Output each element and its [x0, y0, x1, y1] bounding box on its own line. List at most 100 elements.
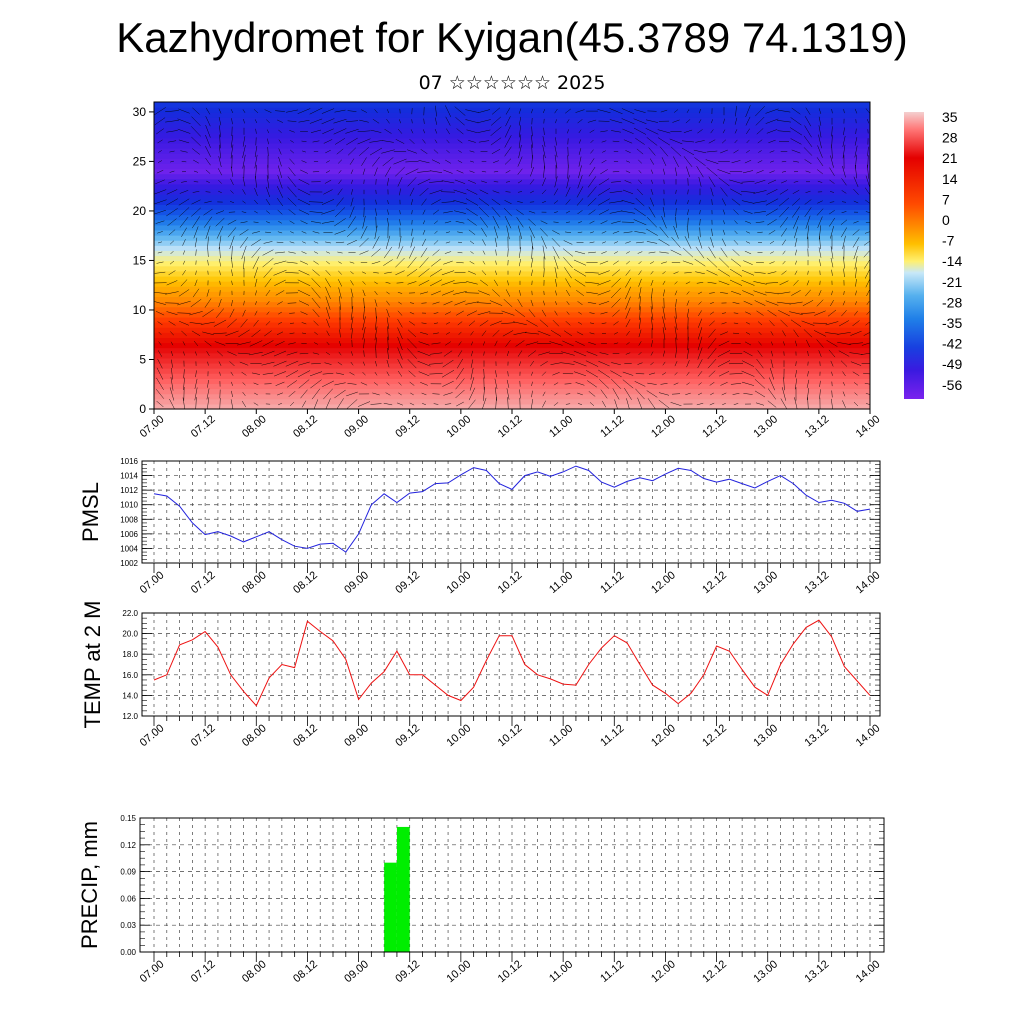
wind-vector [577, 392, 583, 396]
wind-vector [598, 198, 610, 206]
wind-vector [599, 260, 609, 265]
wind-vector [563, 240, 573, 245]
wind-vector [699, 108, 701, 114]
heatmap-band [154, 306, 870, 313]
wind-vector [625, 319, 631, 328]
wind-vector [636, 148, 644, 155]
wind-vector [432, 301, 440, 305]
wind-vector [395, 270, 405, 276]
wind-vector [325, 269, 331, 276]
heatmap-band [154, 163, 870, 170]
wind-vector [308, 201, 324, 203]
wind-vector [266, 129, 270, 134]
wind-vector [729, 268, 743, 277]
x-tick-label: 08.00 [240, 958, 269, 985]
wind-vector [767, 388, 777, 400]
wind-vector [242, 382, 246, 386]
wind-vector [287, 197, 297, 207]
wind-vector [434, 220, 438, 224]
wind-vector [503, 299, 513, 308]
wind-vector [578, 129, 582, 134]
y-tick-label: 5 [139, 352, 146, 366]
wind-vector [831, 390, 833, 398]
wind-vector [441, 280, 455, 286]
wind-vector [861, 342, 870, 346]
wind-vector [325, 307, 331, 320]
wind-vector [613, 321, 619, 326]
wind-vector [230, 166, 234, 177]
wind-vector [852, 237, 860, 248]
wind-vector [225, 342, 239, 344]
wind-vector [230, 144, 234, 159]
wind-vector [854, 145, 858, 158]
wind-vector [659, 251, 669, 254]
heatmap-band [154, 188, 870, 195]
wind-vector [697, 359, 703, 369]
wind-vector [794, 226, 798, 239]
wind-vector [816, 208, 824, 216]
wind-vector [768, 230, 776, 235]
wind-vector [169, 398, 175, 409]
wind-vector [741, 279, 755, 286]
wind-vector [686, 371, 690, 376]
wind-vector [180, 150, 188, 153]
wind-vector [434, 139, 438, 144]
wind-vector [255, 290, 257, 296]
wind-vector [276, 331, 284, 336]
wind-vector [518, 144, 522, 159]
x-tick-label: 12.00 [649, 413, 678, 440]
wind-vector [840, 360, 848, 367]
wind-vector [300, 260, 308, 265]
heatmap-band [154, 383, 870, 390]
wind-vector [789, 311, 803, 315]
wind-vector [554, 154, 558, 169]
wind-vector [457, 358, 463, 369]
wind-vector [697, 347, 703, 360]
wind-vector [491, 198, 501, 206]
wind-vector [193, 226, 199, 239]
wind-vector [477, 311, 491, 316]
heatmap-band [154, 332, 870, 338]
wind-vector [566, 175, 570, 189]
wind-vector [577, 321, 583, 325]
wind-vector [697, 336, 703, 351]
wind-vector [278, 148, 282, 155]
wind-vector [286, 261, 298, 264]
wind-vector [183, 377, 185, 391]
wind-vector [601, 322, 607, 324]
wind-vector [411, 210, 413, 215]
heatmap-band [154, 199, 870, 205]
wind-vector [177, 300, 191, 306]
wind-vector [524, 332, 540, 335]
wind-vector [710, 237, 714, 248]
wind-vector [456, 262, 464, 264]
wind-vector [266, 210, 270, 214]
wind-vector [302, 241, 306, 244]
wind-vector [626, 398, 630, 409]
wind-vector [468, 140, 476, 143]
wind-vector [374, 167, 378, 176]
wind-vector [542, 245, 546, 260]
x-tick-label: 13.00 [751, 413, 780, 440]
wind-vector [274, 251, 286, 254]
wind-vector [154, 291, 167, 294]
wind-vector [289, 158, 295, 165]
wind-vector [386, 359, 390, 368]
wind-vector [156, 367, 164, 380]
wind-vector [481, 171, 487, 173]
wind-vector [698, 176, 702, 187]
wind-vector [169, 387, 175, 401]
wind-vector [154, 199, 167, 205]
heatmap-band [154, 337, 870, 344]
wind-vector [601, 160, 607, 164]
wind-vector [203, 216, 213, 228]
wind-vector [707, 347, 717, 360]
wind-vector [431, 342, 441, 345]
wind-vector [794, 237, 798, 247]
wind-vector [335, 241, 345, 244]
wind-vector [407, 329, 417, 338]
wind-vector [324, 179, 332, 184]
wind-vector [589, 158, 595, 165]
wind-vector [505, 191, 511, 193]
x-tick-label: 07.00 [138, 722, 167, 749]
